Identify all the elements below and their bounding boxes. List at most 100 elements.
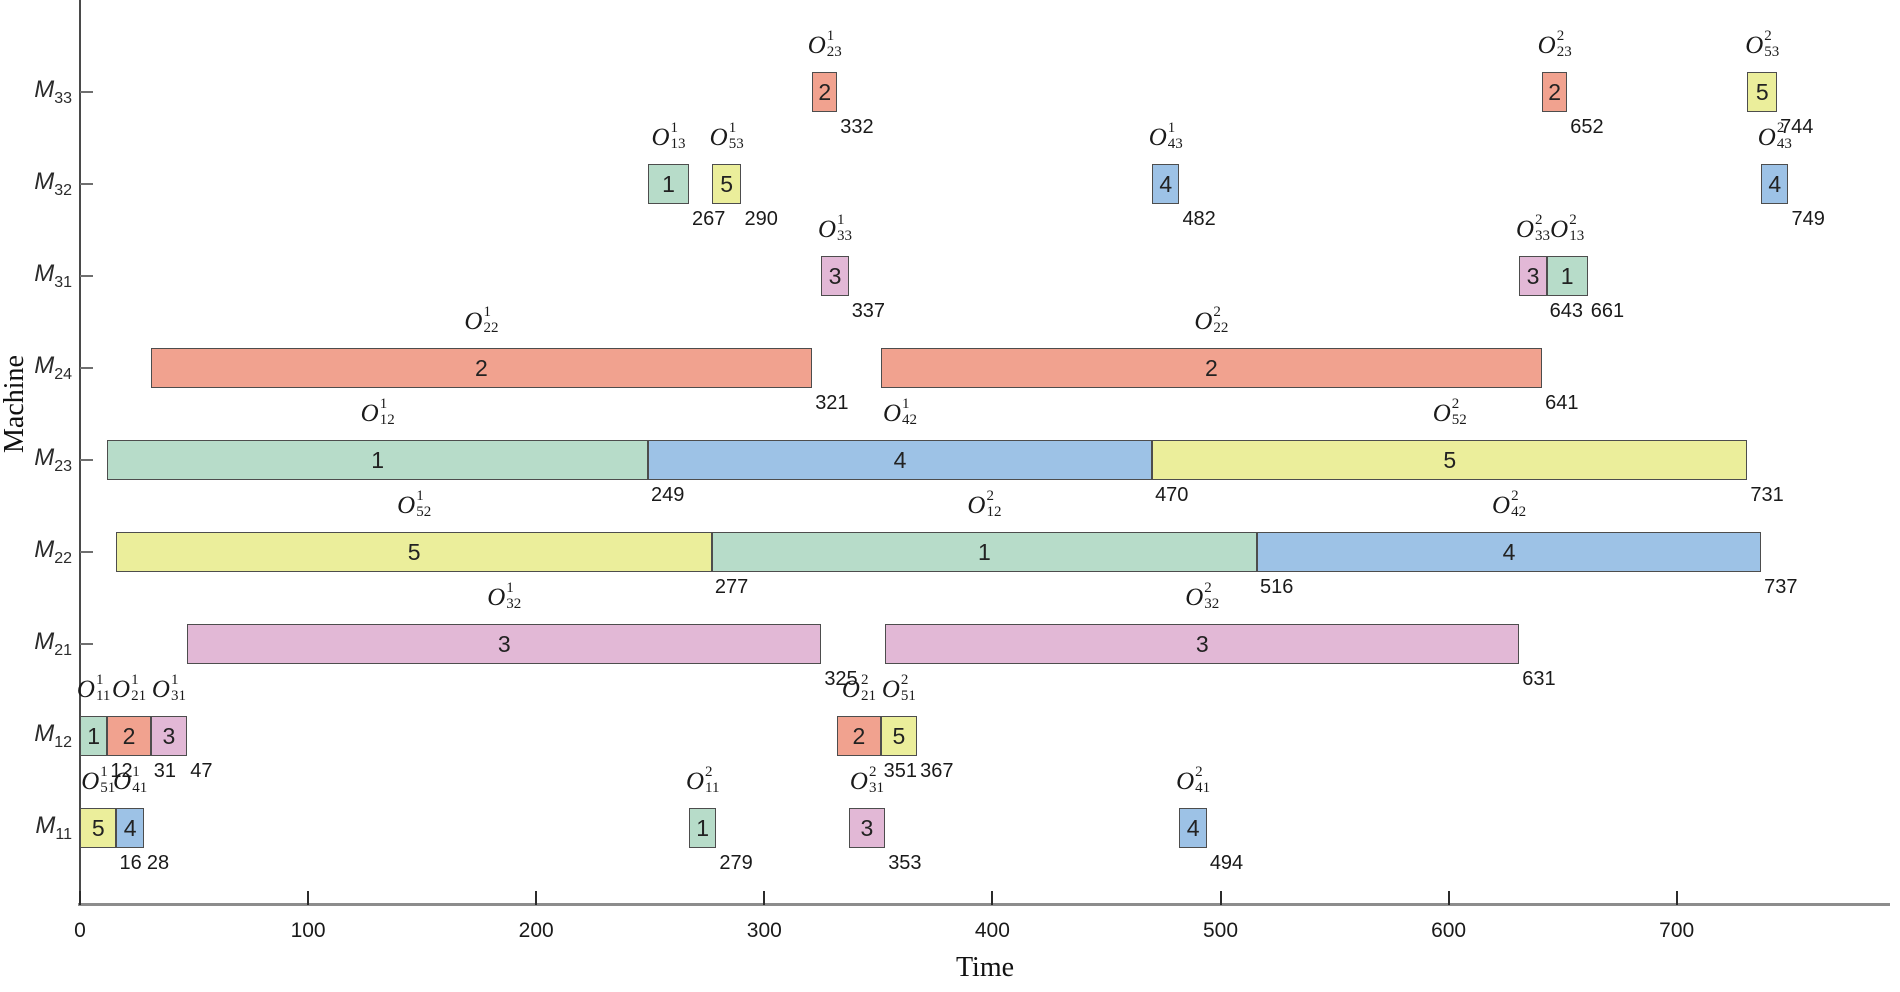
end-time-label-731: 731: [1750, 484, 1784, 506]
machine-label-m22: M22: [34, 536, 72, 567]
x-tick-label-200: 200: [518, 919, 554, 942]
x-tick-label-100: 100: [290, 919, 326, 942]
bar-job-number: 4: [1502, 538, 1516, 565]
end-time-label-737: 737: [1764, 576, 1798, 598]
end-time-label-249: 249: [650, 484, 685, 506]
bar-job-number: 1: [1560, 262, 1574, 289]
operation-label-o13-p2: O 2 13: [1550, 212, 1585, 244]
gantt-bar-o12-p1: 1: [107, 440, 648, 480]
operation-label-o43-p1: O 1 43: [1148, 120, 1183, 152]
end-time-label-28: 28: [146, 852, 170, 874]
x-axis-title: Time: [955, 952, 1015, 983]
x-tick-400: [991, 891, 994, 905]
x-tick-100: [307, 891, 310, 905]
end-time-label-290: 290: [744, 208, 778, 230]
bar-job-number: 5: [1755, 78, 1769, 105]
machine-label-m33: M33: [34, 76, 72, 107]
gantt-bar-o11-p1: 1: [80, 716, 108, 756]
operation-label-o11-p1: O 1 11: [76, 672, 111, 704]
bar-job-number: 2: [1548, 78, 1562, 105]
gantt-bar-o21-p1: 2: [107, 716, 151, 756]
end-time-label-325: 325: [824, 668, 858, 690]
bar-job-number: 1: [87, 722, 101, 749]
bar-job-number: 2: [1204, 354, 1218, 381]
operation-label-o31-p2: O 2 31: [849, 764, 884, 796]
machine-label-m11: M11: [35, 812, 72, 843]
operation-label-o33-p1: O 1 33: [817, 212, 853, 244]
bar-job-number: 4: [1159, 170, 1173, 197]
end-time-label-641: 641: [1545, 392, 1579, 414]
end-time-label-494: 494: [1209, 852, 1244, 874]
x-tick-600: [1447, 891, 1450, 905]
gantt-bar-o32-p1: 3: [187, 624, 822, 664]
end-time-label-661: 661: [1590, 300, 1625, 322]
gantt-bar-o12-p2: 1: [711, 532, 1257, 572]
y-tick-m33: [80, 91, 93, 93]
bar-job-number: 5: [1443, 446, 1457, 473]
operation-label-o51-p2: O 2 51: [881, 672, 916, 704]
gantt-bar-o32-p2: 3: [885, 624, 1520, 664]
end-time-label-652: 652: [1570, 116, 1604, 138]
bar-job-number: 3: [828, 262, 842, 289]
gantt-bar-o42-p2: 4: [1256, 532, 1762, 572]
operation-label-o42-p2: O 2 42: [1492, 488, 1527, 520]
bar-job-number: 5: [720, 170, 734, 197]
gantt-bar-o53-p1: 5: [711, 164, 742, 204]
end-time-label-47: 47: [190, 760, 213, 782]
bar-job-number: 2: [818, 78, 832, 105]
machine-label-m31: M31: [34, 260, 72, 291]
end-time-label-31: 31: [153, 760, 176, 782]
bar-job-number: 5: [892, 722, 906, 749]
end-time-label-12: 12: [110, 760, 133, 782]
gantt-bar-o21-p2: 2: [837, 716, 881, 756]
operation-label-o21-p2: O 2 21: [841, 672, 876, 704]
machine-label-m21: M21: [34, 628, 72, 659]
end-time-label-643: 643: [1549, 300, 1584, 322]
machine-label-m24: M24: [34, 352, 72, 383]
gantt-bar-o23-p2: 2: [1542, 72, 1568, 112]
gantt-bar-o13-p2: 1: [1546, 256, 1588, 296]
gantt-bar-o23-p1: 2: [812, 72, 838, 112]
y-tick-m23: [80, 459, 93, 461]
bar-job-number: 3: [497, 630, 511, 657]
operation-label-o43-p2: O 2 43: [1757, 120, 1792, 152]
y-axis-line: [79, 0, 81, 906]
end-time-label-470: 470: [1155, 484, 1189, 506]
end-time-label-337: 337: [851, 300, 886, 322]
bar-job-number: 3: [1195, 630, 1209, 657]
machine-label-m32: M32: [34, 168, 72, 199]
gantt-bar-o22-p1: 2: [150, 348, 813, 388]
gantt-bar-o33-p2: 3: [1519, 256, 1547, 296]
x-tick-200: [535, 891, 538, 905]
end-time-label-321: 321: [815, 392, 849, 414]
end-time-label-744: 744: [1780, 116, 1814, 138]
bar-job-number: 2: [852, 722, 866, 749]
operation-label-o12-p1: O 1 12: [360, 396, 395, 428]
bar-job-number: 1: [696, 814, 710, 841]
x-axis-line: [78, 903, 1890, 906]
gantt-bar-o33-p1: 3: [821, 256, 849, 296]
operation-label-o12-p2: O 2 12: [967, 488, 1002, 520]
x-tick-0: [79, 891, 81, 905]
bar-job-number: 4: [1768, 170, 1782, 197]
bar-job-number: 3: [1526, 262, 1540, 289]
gantt-bar-o51-p2: 5: [880, 716, 918, 756]
y-tick-m24: [80, 367, 93, 369]
operation-label-o42-p1: O 1 42: [882, 396, 918, 428]
bar-job-number: 5: [407, 538, 421, 565]
operation-label-o51-p1: O 1 51: [81, 764, 116, 796]
machine-label-m23: M23: [34, 444, 72, 475]
y-tick-m21: [80, 643, 93, 645]
bar-job-number: 5: [91, 814, 105, 841]
end-time-label-516: 516: [1259, 576, 1294, 598]
bar-job-number: 1: [662, 170, 675, 197]
x-tick-label-600: 600: [1431, 919, 1467, 942]
x-tick-label-400: 400: [974, 919, 1010, 942]
operation-label-o32-p2: O 2 32: [1185, 580, 1220, 612]
operation-label-o52-p1: O 1 52: [397, 488, 432, 520]
operation-label-o31-p1: O 1 31: [151, 672, 186, 704]
operation-label-o33-p2: O 2 33: [1515, 212, 1551, 244]
operation-label-o11-p2: O 2 11: [685, 764, 720, 796]
